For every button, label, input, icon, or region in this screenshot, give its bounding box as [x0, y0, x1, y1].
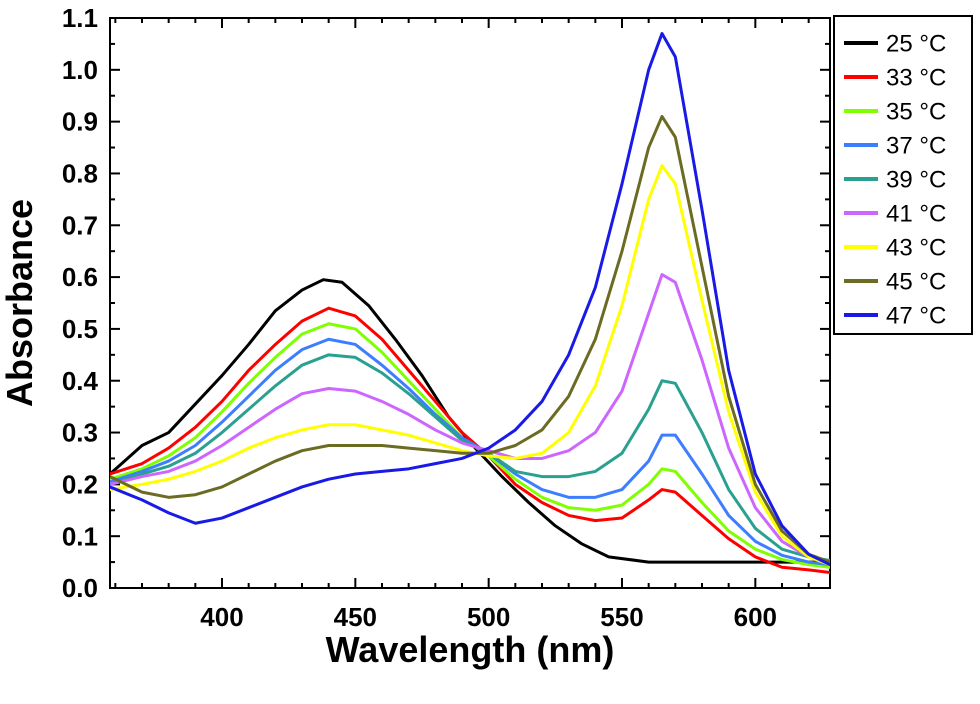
x-tick-label: 400 — [200, 602, 243, 632]
x-tick-label: 450 — [334, 602, 377, 632]
series-33C — [110, 308, 830, 572]
y-axis-label: Absorbance — [0, 199, 40, 407]
legend-label: 25 °C — [886, 30, 946, 57]
series-47C — [110, 34, 830, 565]
x-tick-label: 550 — [600, 602, 643, 632]
y-tick-label: 0.1 — [62, 521, 98, 551]
legend-label: 33 °C — [886, 64, 946, 91]
x-tick-label: 600 — [734, 602, 777, 632]
legend-label: 45 °C — [886, 268, 946, 295]
chart-svg: 400 450 500 550 600 0.0 0.1 0.2 0.3 0.4 0.5 0.6 0.7 0… — [0, 0, 980, 704]
legend-label: 41 °C — [886, 200, 946, 227]
y-tick-label: 0.9 — [62, 107, 98, 137]
legend-label: 43 °C — [886, 234, 946, 261]
y-tick-label: 0.4 — [62, 366, 99, 396]
legend-label: 47 °C — [886, 302, 946, 329]
y-tick-label: 1.1 — [62, 3, 98, 33]
spectrum-chart: 400 450 500 550 600 0.0 0.1 0.2 0.3 0.4 0.5 0.6 0.7 0… — [0, 0, 980, 704]
y-tick-label: 0.2 — [62, 469, 98, 499]
y-tick-label: 1.0 — [62, 55, 98, 85]
y-tick-label: 0.6 — [62, 262, 98, 292]
legend-label: 35 °C — [886, 98, 946, 125]
y-tick-label: 0.8 — [62, 159, 98, 189]
legend-label: 37 °C — [886, 132, 946, 159]
legend-label: 39 °C — [886, 166, 946, 193]
x-axis-label: Wavelength (nm) — [326, 629, 615, 670]
x-tick-label: 500 — [467, 602, 510, 632]
y-tick-label: 0.7 — [62, 210, 98, 240]
y-tick-label: 0.0 — [62, 573, 98, 603]
y-tick-label: 0.3 — [62, 418, 98, 448]
y-tick-label: 0.5 — [62, 314, 98, 344]
